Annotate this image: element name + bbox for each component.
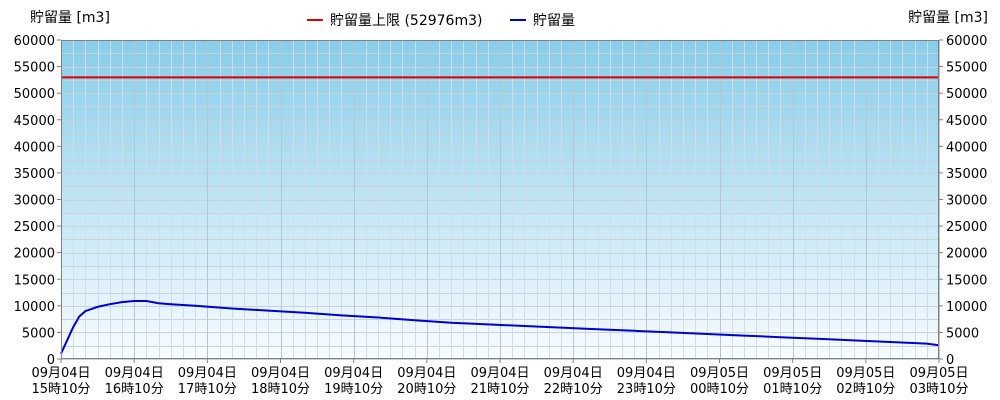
y-tick-label-right: 30000 (946, 194, 987, 209)
x-tick-label-time: 23時10分 (617, 382, 676, 397)
x-axis: 09月04日15時10分09月04日16時10分09月04日17時10分09月0… (31, 359, 969, 397)
y-tick-label-left: 20000 (14, 247, 55, 262)
x-tick-label-time: 20時10分 (397, 382, 456, 397)
x-tick-label-date: 09月05日 (763, 366, 822, 381)
y-tick-label-right: 25000 (946, 220, 987, 235)
right-axis-title: 貯留量 [m3] (908, 10, 988, 26)
y-tick-label-right: 40000 (946, 140, 987, 155)
y-tick-label-left: 0 (47, 353, 55, 368)
y-tick-label-right: 10000 (946, 300, 987, 315)
y-tick-label-right: 60000 (946, 34, 987, 49)
x-tick-label-date: 09月05日 (836, 366, 895, 381)
y-axis-right: 0 5000 10000 15000 20000 25000 30000 35000 40000… (939, 34, 987, 368)
y-tick-label-left: 45000 (14, 114, 55, 129)
x-tick-label-time: 18時10分 (251, 382, 310, 397)
x-tick-label-time: 19時10分 (324, 382, 383, 397)
legend: 貯留量上限 (52976m3) 貯留量 (307, 13, 575, 29)
plot-border (61, 40, 939, 359)
y-tick-label-left: 15000 (14, 273, 55, 288)
y-tick-label-right: 15000 (946, 273, 987, 288)
y-tick-label-left: 10000 (14, 300, 55, 315)
x-tick-label-time: 03時10分 (909, 382, 968, 397)
y-tick-label-left: 60000 (14, 34, 55, 49)
x-tick-label-date: 09月04日 (470, 366, 529, 381)
x-tick-label-time: 22時10分 (544, 382, 603, 397)
y-tick-label-left: 5000 (22, 326, 55, 341)
x-tick-label-date: 09月04日 (324, 366, 383, 381)
y-tick-label-left: 40000 (14, 140, 55, 155)
x-tick-label-date: 09月04日 (544, 366, 603, 381)
left-axis-title: 貯留量 [m3] (30, 10, 110, 26)
y-tick-label-left: 30000 (14, 194, 55, 209)
y-tick-label-right: 20000 (946, 247, 987, 262)
x-tick-label-time: 17時10分 (178, 382, 237, 397)
x-tick-label-date: 09月04日 (31, 366, 90, 381)
y-tick-label-right: 50000 (946, 87, 987, 102)
y-tick-label-left: 25000 (14, 220, 55, 235)
y-tick-label-right: 45000 (946, 114, 987, 129)
x-tick-label-time: 15時10分 (31, 382, 90, 397)
x-tick-label-date: 09月04日 (178, 366, 237, 381)
legend-label-limit: 貯留量上限 (52976m3) (330, 13, 482, 29)
legend-label-storage: 貯留量 (533, 13, 575, 29)
y-tick-label-left: 55000 (14, 61, 55, 76)
x-tick-label-date: 09月04日 (397, 366, 456, 381)
y-axis-left: 0 5000 10000 15000 20000 25000 30000 35000 40000… (14, 34, 61, 368)
y-tick-label-left: 35000 (14, 167, 55, 182)
y-tick-label-right: 5000 (946, 326, 979, 341)
series-line-storage (60, 300, 940, 355)
y-tick-label-right: 0 (946, 353, 954, 368)
x-tick-label-time: 01時10分 (763, 382, 822, 397)
x-tick-label-date: 09月05日 (909, 366, 968, 381)
x-tick-label-time: 02時10分 (836, 382, 895, 397)
y-tick-label-left: 50000 (14, 87, 55, 102)
y-tick-label-right: 55000 (946, 61, 987, 76)
y-tick-label-right: 35000 (946, 167, 987, 182)
x-tick-label-date: 09月04日 (251, 366, 310, 381)
x-tick-label-time: 16時10分 (105, 382, 164, 397)
x-tick-label-time: 21時10分 (470, 382, 529, 397)
x-tick-label-date: 09月04日 (617, 366, 676, 381)
x-tick-label-time: 00時10分 (690, 382, 749, 397)
x-tick-label-date: 09月05日 (690, 366, 749, 381)
x-tick-label-date: 09月04日 (105, 366, 164, 381)
